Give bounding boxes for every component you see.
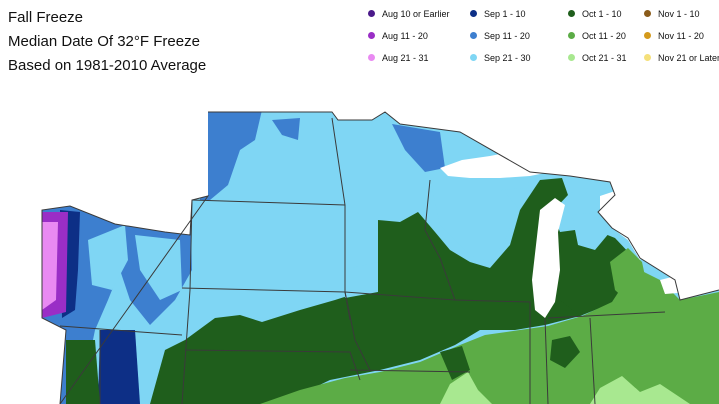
legend-swatch	[568, 32, 575, 40]
zone-sep-21-30-west-valley	[88, 225, 128, 290]
legend-aug-10-or-earlier: Aug 10 or Earlier	[368, 9, 450, 20]
legend-label: Sep 21 - 30	[484, 53, 531, 63]
zone-sep-21-30-wisconsin	[430, 178, 518, 262]
legend-nov-1-10: Nov 1 - 10	[644, 9, 700, 20]
legend-label: Sep 11 - 20	[484, 31, 530, 41]
zone-oct-11-20-main	[260, 270, 719, 404]
land-outline	[41, 111, 719, 404]
zone-sep-21-30-michigan-north	[572, 212, 610, 250]
zone-oct-21-31-south	[440, 372, 492, 404]
legend-swatch	[470, 32, 477, 40]
zone-oct-11-20-michigan	[610, 248, 648, 304]
zone-oct-1-10-patch-indiana	[550, 336, 580, 368]
legend-swatch	[644, 32, 651, 40]
zone-sep-21-30-minnesota-south	[342, 262, 378, 298]
legend-label: Nov 11 - 20	[658, 31, 704, 41]
legend-swatch	[568, 54, 575, 62]
border-sd-ne	[181, 287, 346, 293]
border-montana-wyoming	[59, 325, 183, 336]
zone-sep-21-30-west-valley-2	[135, 235, 182, 300]
border-iowa-south	[349, 369, 471, 373]
zone-oct-1-10-main	[150, 178, 630, 404]
zone-sep-11-20-minnesota-ne	[392, 124, 445, 172]
state-borders	[41, 111, 719, 404]
map-period: Based on 1981-2010 Average	[8, 57, 207, 74]
legend-nov-21-or-later: Nov 21 or Later	[644, 53, 719, 64]
border-nd-sd	[191, 199, 346, 206]
border-illinois	[454, 299, 531, 404]
map-title: Fall Freeze	[8, 9, 84, 26]
zone-sep-11-20-north-dakota-west	[200, 112, 262, 200]
legend-swatch	[368, 10, 375, 18]
legend-swatch	[644, 10, 651, 18]
legend-oct-21-31: Oct 21 - 31	[568, 53, 627, 64]
land-area	[42, 112, 719, 404]
legend-sep-21-30: Sep 21 - 30	[470, 53, 531, 64]
legend-label: Sep 1 - 10	[484, 9, 526, 19]
legend-swatch	[368, 54, 375, 62]
legend-label: Aug 11 - 20	[382, 31, 428, 41]
legend-label: Nov 1 - 10	[658, 9, 700, 19]
legend-label: Oct 1 - 10	[582, 9, 622, 19]
legend-label: Aug 10 or Earlier	[382, 9, 450, 19]
lake-michigan	[532, 198, 565, 318]
legend-swatch	[470, 54, 477, 62]
legend-nov-11-20: Nov 11 - 20	[644, 31, 704, 42]
border-indiana	[544, 317, 549, 404]
legend-label: Oct 11 - 20	[582, 31, 626, 41]
zone-sep-21-30-upper-peninsula	[470, 176, 530, 190]
legend-sep-11-20: Sep 11 - 20	[470, 31, 530, 42]
legend-label: Nov 21 or Later	[658, 53, 719, 63]
legend-aug-21-31: Aug 21 - 31	[368, 53, 429, 64]
border-ohio	[589, 317, 596, 404]
legend-swatch	[368, 32, 375, 40]
zone-sep-11-20-nd-patch	[272, 118, 300, 140]
border-iowa-north	[344, 291, 456, 301]
border-michigan-ohio	[547, 311, 666, 319]
legend-swatch	[470, 10, 477, 18]
border-nd-west	[181, 199, 193, 404]
map-subtitle: Median Date Of 32°F Freeze	[8, 33, 200, 50]
border-minnesota-wisconsin	[424, 179, 456, 301]
legend-aug-11-20: Aug 11 - 20	[368, 31, 428, 42]
title-block: Fall Freeze Median Date Of 32°F Freeze B…	[8, 6, 206, 78]
legend-label: Oct 21 - 31	[582, 53, 627, 63]
border-ne-ks	[184, 349, 361, 381]
legend-label: Aug 21 - 31	[382, 53, 429, 63]
legend-sep-1-10: Sep 1 - 10	[470, 9, 526, 20]
legend-swatch	[568, 10, 575, 18]
zone-aug-21-31	[42, 222, 58, 310]
legend-swatch	[644, 54, 651, 62]
legend-oct-11-20: Oct 11 - 20	[568, 31, 626, 42]
lake-erie	[660, 265, 719, 294]
legend-oct-1-10: Oct 1 - 10	[568, 9, 622, 20]
zone-sep-1-10-south	[98, 330, 140, 404]
border-iowa-missouri-river	[344, 291, 371, 371]
zone-sep-21-30-up-east	[568, 176, 592, 196]
zone-oct-21-31-southeast	[590, 376, 690, 404]
